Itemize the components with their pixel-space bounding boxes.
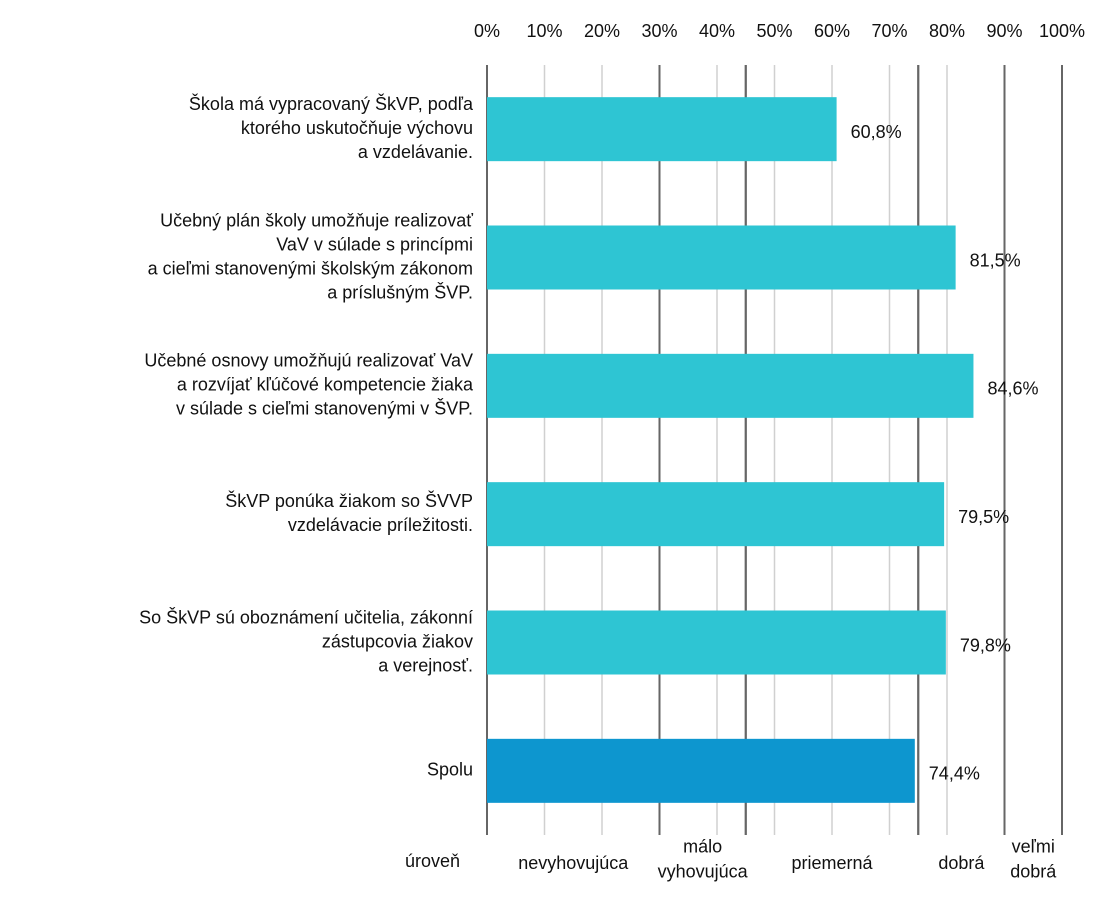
bar	[487, 97, 837, 162]
x-tick-label: 90%	[986, 21, 1022, 41]
category-label: Učebné osnovy umožňujú realizovať VaV	[144, 351, 473, 371]
x-tick-label: 80%	[929, 21, 965, 41]
category-label: a rozvíjať kľúčové kompetencie žiaka	[177, 375, 474, 395]
level-title: úroveň	[405, 851, 460, 871]
x-tick-label: 70%	[871, 21, 907, 41]
category-label: Učebný plán školy umožňuje realizovať	[160, 210, 473, 230]
level-label: dobrá	[1010, 861, 1057, 881]
x-tick-label: 60%	[814, 21, 850, 41]
category-label: ŠkVP ponúka žiakom so ŠVVP	[225, 490, 473, 511]
category-label: a príslušným ŠVP.	[327, 281, 473, 302]
category-label: a verejnosť.	[378, 655, 473, 675]
bar	[487, 482, 945, 547]
bar	[487, 353, 974, 418]
category-label: Škola má vypracovaný ŠkVP, podľa	[189, 93, 474, 114]
level-label: nevyhovujúca	[518, 853, 629, 873]
value-label: 79,8%	[960, 635, 1011, 655]
level-label: vyhovujúca	[658, 861, 749, 881]
level-label: málo	[683, 836, 722, 856]
category-label: a cieľmi stanovenými školským zákonom	[148, 258, 473, 278]
level-label: dobrá	[938, 853, 985, 873]
x-tick-label: 40%	[699, 21, 735, 41]
x-tick-label: 10%	[526, 21, 562, 41]
category-label: Spolu	[427, 760, 473, 780]
level-label: veľmi	[1012, 836, 1055, 856]
value-label: 81,5%	[970, 250, 1021, 270]
bar	[487, 225, 956, 290]
x-tick-label: 50%	[756, 21, 792, 41]
level-label: priemerná	[791, 853, 873, 873]
category-label: ktorého uskutočňuje výchovu	[241, 118, 473, 138]
x-tick-label: 30%	[641, 21, 677, 41]
bar	[487, 738, 915, 803]
x-tick-label: 0%	[474, 21, 500, 41]
category-label: zástupcovia žiakov	[322, 631, 473, 651]
category-label: a vzdelávanie.	[358, 142, 473, 162]
category-label: So ŠkVP sú oboznámení učitelia, zákonní	[139, 606, 473, 627]
value-label: 60,8%	[851, 122, 902, 142]
x-tick-label: 20%	[584, 21, 620, 41]
category-label: v súlade s cieľmi stanovenými v ŠVP.	[176, 398, 473, 419]
bar	[487, 610, 946, 675]
category-label: vzdelávacie príležitosti.	[288, 515, 473, 535]
value-label: 84,6%	[987, 379, 1038, 399]
x-tick-label: 100%	[1039, 21, 1085, 41]
value-label: 79,5%	[958, 507, 1009, 527]
category-label: VaV v súlade s princípmi	[276, 234, 473, 254]
value-label: 74,4%	[929, 764, 980, 784]
